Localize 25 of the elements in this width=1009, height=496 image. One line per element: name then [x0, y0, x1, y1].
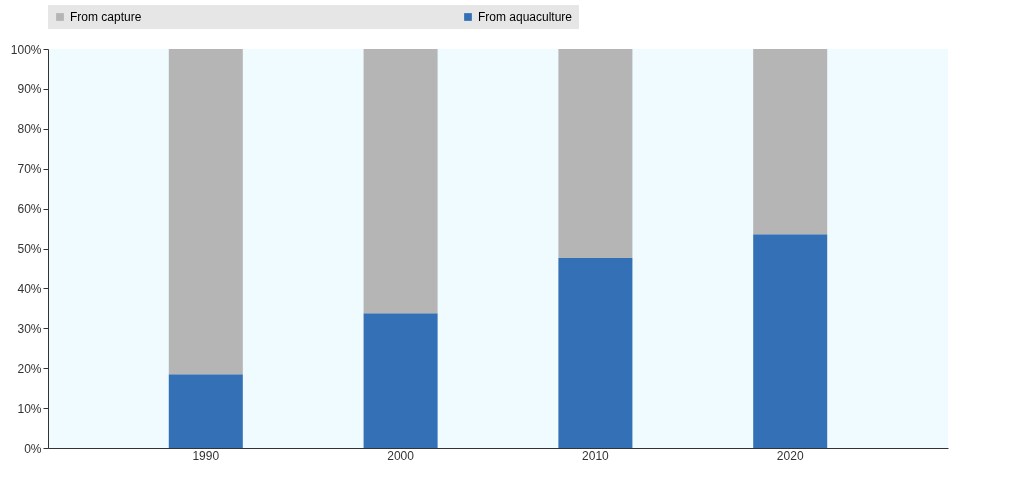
x-tick-label: 2020 [776, 448, 804, 463]
bar [168, 49, 243, 375]
y-tick-label: 30% [17, 321, 42, 336]
bar [753, 234, 828, 448]
y-tick-label: 40% [17, 281, 42, 296]
bar [753, 49, 828, 235]
legend-label: From aquaculture [478, 10, 573, 24]
x-tick-label: 1990 [192, 448, 220, 463]
y-tick-label: 0% [24, 441, 42, 456]
y-tick-label: 20% [17, 361, 42, 376]
bar [558, 258, 633, 448]
bar [558, 49, 633, 259]
y-tick-label: 10% [17, 401, 42, 416]
x-tick-label: 2000 [387, 448, 415, 463]
bar [168, 374, 243, 448]
legend-label: From capture [70, 10, 142, 24]
y-tick-label: 80% [17, 122, 42, 137]
y-tick-label: 100% [10, 42, 42, 57]
y-tick-label: 50% [17, 242, 42, 256]
y-tick-label: 90% [17, 82, 42, 97]
bar [363, 313, 438, 448]
y-tick-label: 70% [17, 162, 42, 177]
bar [363, 49, 438, 314]
x-tick-label: 2010 [582, 448, 610, 463]
y-tick-label: 60% [17, 202, 42, 217]
